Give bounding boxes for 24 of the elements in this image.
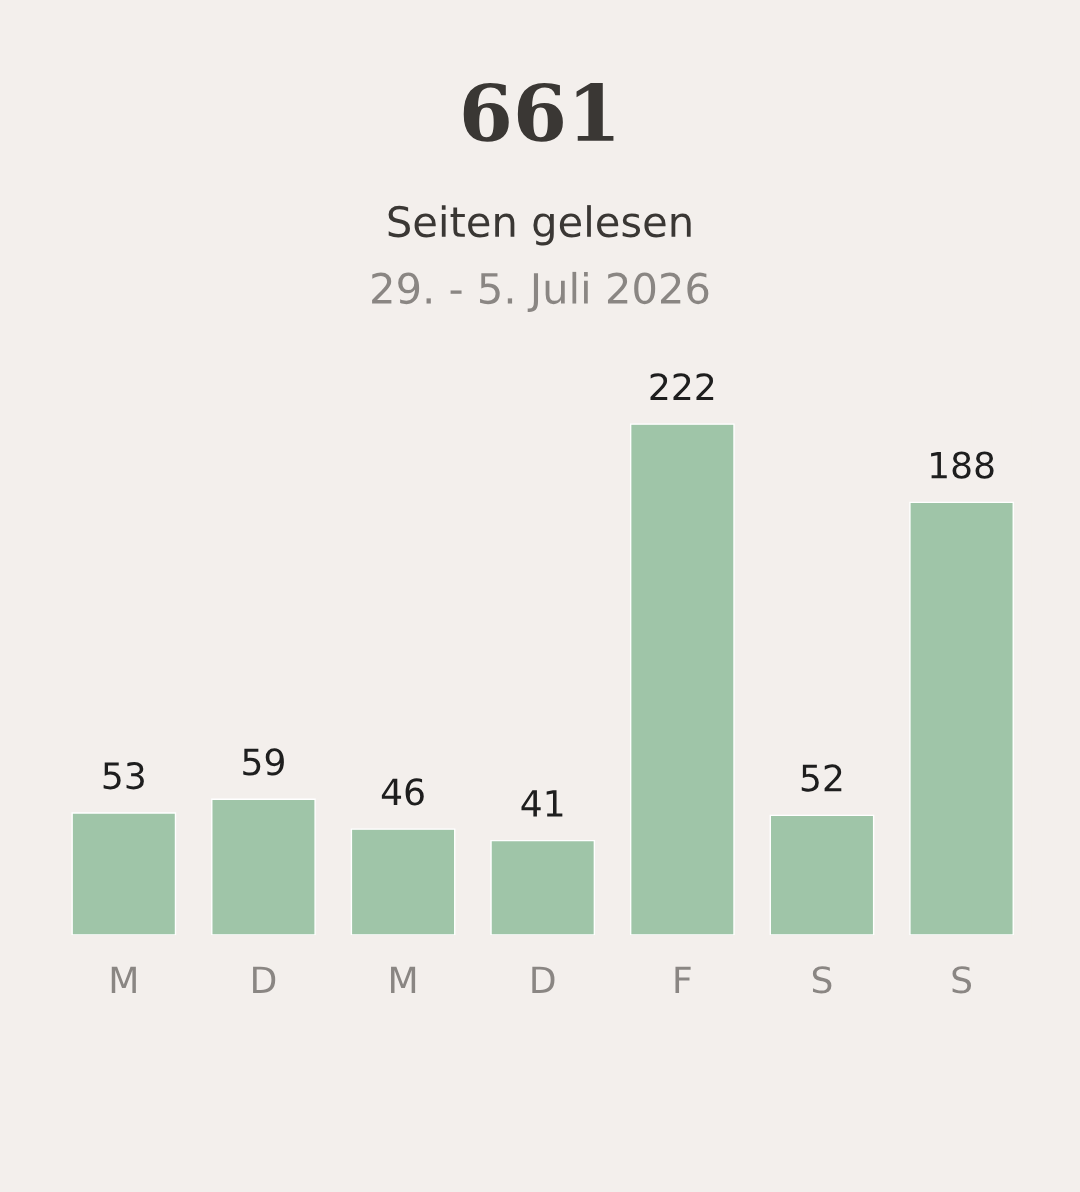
x-tick-label: D <box>253 966 276 993</box>
x-tick-label: M <box>111 966 136 993</box>
data-label: 46 <box>381 778 424 806</box>
bar <box>211 798 316 935</box>
bar <box>350 828 456 935</box>
x-tick-label: M <box>391 966 416 993</box>
bar <box>909 501 1014 935</box>
bar <box>490 839 596 935</box>
chart-subtitle: Seiten gelesen <box>388 205 691 246</box>
bar <box>769 814 875 935</box>
data-label: 188 <box>931 451 994 479</box>
x-tick-label: F <box>675 966 691 993</box>
text: 29. - 5. Juli 2026 <box>372 271 709 312</box>
x-tick-label: S <box>812 966 832 994</box>
bar <box>71 812 177 935</box>
data-label: 52 <box>801 764 842 792</box>
bar <box>629 423 735 935</box>
data-label: 53 <box>103 762 144 790</box>
data-label: 222 <box>650 373 714 400</box>
x-tick-label: D <box>532 966 555 993</box>
data-label: 41 <box>521 790 563 817</box>
x-tick-label: S <box>952 966 972 994</box>
chart-title: 661 <box>463 82 614 142</box>
data-label: 59 <box>243 748 284 776</box>
